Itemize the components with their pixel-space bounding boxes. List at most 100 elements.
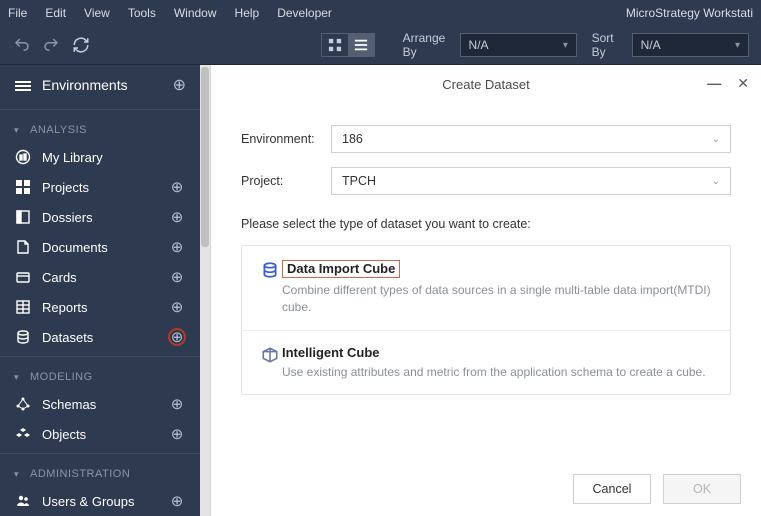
menu-help[interactable]: Help <box>235 6 260 20</box>
sidebar-item-label: My Library <box>42 150 186 165</box>
app-title: MicroStrategy Workstati <box>626 6 753 20</box>
sidebar-item-label: Documents <box>42 240 168 255</box>
menu-window[interactable]: Window <box>174 6 217 20</box>
objects-icon <box>14 426 32 442</box>
sidebar-item-label: Users & Groups <box>42 494 168 509</box>
list-view-button[interactable] <box>348 34 374 56</box>
sidebar-item-label: Cards <box>42 270 168 285</box>
intelligent-cube-icon <box>258 345 282 381</box>
add-dossier-button[interactable]: ⊕ <box>168 208 186 226</box>
schemas-icon <box>14 396 32 412</box>
chevron-down-icon: ▾ <box>14 125 26 136</box>
chevron-down-icon: ⌄ <box>712 176 720 187</box>
sidebar-item-users-groups[interactable]: Users & Groups ⊕ <box>0 486 200 516</box>
group-administration-label: ADMINISTRATION <box>30 468 130 480</box>
sidebar-item-label: Objects <box>42 427 168 442</box>
dossiers-icon <box>14 209 32 225</box>
sidebar-item-datasets[interactable]: Datasets ⊕ <box>0 322 200 352</box>
sidebar-item-label: Projects <box>42 180 168 195</box>
group-analysis-label: ANALYSIS <box>30 124 87 136</box>
divider <box>0 356 200 357</box>
sidebar-item-cards[interactable]: Cards ⊕ <box>0 262 200 292</box>
project-select[interactable]: TPCH ⌄ <box>331 167 731 195</box>
sidebar-item-projects[interactable]: Projects ⊕ <box>0 172 200 202</box>
add-environment-button[interactable]: ⊕ <box>173 75 186 95</box>
chevron-down-icon: ▾ <box>563 40 568 51</box>
sidebar-item-documents[interactable]: Documents ⊕ <box>0 232 200 262</box>
arrange-by-label: Arrange By <box>403 31 452 59</box>
library-icon <box>14 149 32 165</box>
refresh-button[interactable] <box>71 33 91 57</box>
group-modeling[interactable]: ▾ MODELING <box>0 361 200 389</box>
create-dataset-dialog: Create Dataset — ✕ Environment: 186 ⌄ <box>210 65 761 516</box>
chevron-down-icon: ▾ <box>14 372 26 383</box>
option-description: Combine different types of data sources … <box>282 282 714 316</box>
dataset-type-options: Data Import Cube Combine different types… <box>241 245 731 395</box>
close-button[interactable]: ✕ <box>737 75 749 92</box>
reports-icon <box>14 299 32 315</box>
documents-icon <box>14 239 32 255</box>
option-title: Data Import Cube <box>282 260 400 278</box>
menubar: File Edit View Tools Window Help Develop… <box>0 0 761 27</box>
sidebar-item-dossiers[interactable]: Dossiers ⊕ <box>0 202 200 232</box>
add-user-button[interactable]: ⊕ <box>168 492 186 510</box>
sidebar-item-objects[interactable]: Objects ⊕ <box>0 419 200 449</box>
option-description: Use existing attributes and metric from … <box>282 364 714 381</box>
divider <box>0 453 200 454</box>
group-modeling-label: MODELING <box>30 371 93 383</box>
project-label: Project: <box>241 174 331 188</box>
add-object-button[interactable]: ⊕ <box>168 425 186 443</box>
sidebar-item-schemas[interactable]: Schemas ⊕ <box>0 389 200 419</box>
sort-by-select[interactable]: N/A ▾ <box>632 33 749 57</box>
sidebar-scrollbar[interactable] <box>200 65 210 516</box>
sort-by-label: Sort By <box>592 31 624 59</box>
users-icon <box>14 493 32 509</box>
toolbar: Arrange By N/A ▾ Sort By N/A ▾ <box>0 27 761 65</box>
sidebar-item-my-library[interactable]: My Library <box>0 142 200 172</box>
option-data-import-cube[interactable]: Data Import Cube Combine different types… <box>242 246 730 330</box>
menu-file[interactable]: File <box>8 6 27 20</box>
chevron-down-icon: ▾ <box>735 40 740 51</box>
environments-icon <box>14 78 32 92</box>
sidebar-item-label: Reports <box>42 300 168 315</box>
main-area: Create Dataset — ✕ Environment: 186 ⌄ <box>210 65 761 516</box>
minimize-button[interactable]: — <box>707 75 721 92</box>
dialog-footer: Cancel OK <box>211 462 761 516</box>
menu-tools[interactable]: Tools <box>128 6 156 20</box>
group-analysis[interactable]: ▾ ANALYSIS <box>0 114 200 142</box>
add-dataset-button[interactable]: ⊕ <box>168 328 186 346</box>
sidebar-item-environments[interactable]: Environments ⊕ <box>0 65 200 105</box>
add-document-button[interactable]: ⊕ <box>168 238 186 256</box>
add-card-button[interactable]: ⊕ <box>168 268 186 286</box>
undo-button[interactable] <box>12 33 32 57</box>
redo-button[interactable] <box>42 33 62 57</box>
add-report-button[interactable]: ⊕ <box>168 298 186 316</box>
environment-value: 186 <box>342 132 363 146</box>
group-administration[interactable]: ▾ ADMINISTRATION <box>0 458 200 486</box>
datasets-icon <box>14 329 32 345</box>
option-intelligent-cube[interactable]: Intelligent Cube Use existing attributes… <box>242 330 730 395</box>
cancel-button[interactable]: Cancel <box>573 474 651 504</box>
grid-view-button[interactable] <box>322 34 348 56</box>
environment-select[interactable]: 186 ⌄ <box>331 125 731 153</box>
sidebar-item-label: Schemas <box>42 397 168 412</box>
ok-button[interactable]: OK <box>663 474 741 504</box>
chevron-down-icon: ▾ <box>14 469 26 480</box>
sidebar-item-reports[interactable]: Reports ⊕ <box>0 292 200 322</box>
menu-edit[interactable]: Edit <box>45 6 66 20</box>
divider <box>0 109 200 110</box>
environments-label: Environments <box>42 77 173 93</box>
arrange-by-select[interactable]: N/A ▾ <box>460 33 577 57</box>
add-schema-button[interactable]: ⊕ <box>168 395 186 413</box>
add-project-button[interactable]: ⊕ <box>168 178 186 196</box>
projects-icon <box>14 179 32 195</box>
menu-view[interactable]: View <box>84 6 110 20</box>
chevron-down-icon: ⌄ <box>712 134 720 145</box>
scroll-thumb[interactable] <box>201 67 209 247</box>
dialog-title: Create Dataset <box>442 77 529 92</box>
dialog-prompt: Please select the type of dataset you wa… <box>241 217 731 231</box>
menu-developer[interactable]: Developer <box>277 6 332 20</box>
project-value: TPCH <box>342 174 376 188</box>
environment-label: Environment: <box>241 132 331 146</box>
sidebar-item-label: Datasets <box>42 330 168 345</box>
